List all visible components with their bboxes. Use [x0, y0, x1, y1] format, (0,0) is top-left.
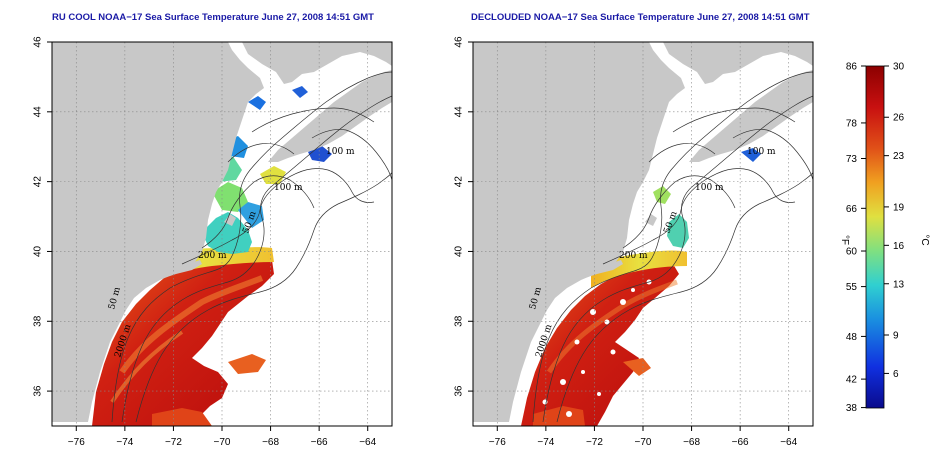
colorbar-c-tick-label-5: 13: [893, 279, 905, 290]
left-x-tick-label-2: −72: [165, 437, 182, 448]
colorbar-c-tick-label-1: 26: [893, 113, 905, 124]
left-panel-title: RU COOL NOAA−17 Sea Surface Temperature …: [52, 12, 374, 23]
left-y-tick-label-3: 42: [33, 176, 44, 188]
colorbar-f-tick-label-2: 73: [846, 154, 858, 165]
colorbar-fahrenheit-label: °F: [839, 235, 850, 245]
right-x-tick-label-3: −70: [635, 437, 652, 448]
right-y-tick-label-0: 36: [454, 385, 465, 397]
left-y-tick-label-1: 38: [33, 315, 44, 327]
colorbar-c-tick-label-6: 9: [893, 330, 899, 341]
colorbar-celsius-label: °C: [919, 234, 930, 245]
right-x-tick-label-4: −68: [683, 437, 700, 448]
right-y-tick-label-4: 44: [454, 106, 465, 118]
left-map-panel: 100 m 100 m 50 m 200 m 50 m 2000 m −76 −7…: [33, 36, 393, 448]
left-y-tick-label-2: 40: [33, 245, 44, 257]
colorbar-f-tick-label-1: 78: [846, 118, 858, 129]
right-declouded-holes: [542, 279, 652, 417]
left-y-tick-label-5: 46: [33, 36, 44, 48]
colorbar: 86 78 73 66 60 55 48 42 38 30 26 23 19 16 13 9 6 °F °C: [839, 62, 930, 415]
left-x-tick-label-6: −64: [359, 437, 376, 448]
left-sst-cool-region: [202, 212, 252, 254]
colorbar-c-tick-label-3: 19: [893, 202, 905, 213]
right-x-tick-label-2: −72: [586, 437, 603, 448]
right-y-tick-label-1: 38: [454, 315, 465, 327]
colorbar-gradient: [865, 65, 885, 409]
right-map-panel: 100 m 100 m 50 m 200 m 50 m 2000 m −76 −7…: [454, 36, 814, 448]
colorbar-f-tick-label-4: 60: [846, 247, 858, 258]
colorbar-f-tick-label-0: 86: [846, 62, 858, 73]
right-x-tick-label-1: −74: [537, 437, 554, 448]
left-sst-warm-region: [92, 256, 274, 426]
right-y-tick-label-3: 42: [454, 176, 465, 188]
colorbar-f-tick-label-3: 66: [846, 204, 858, 215]
colorbar-f-tick-label-6: 48: [846, 332, 858, 343]
right-panel-title: DECLOUDED NOAA−17 Sea Surface Temperatur…: [471, 12, 810, 23]
left-x-tick-label-0: −76: [68, 437, 85, 448]
colorbar-c-tick-label-4: 16: [893, 241, 905, 252]
colorbar-c-tick-label-0: 30: [893, 62, 905, 73]
left-x-tick-label-5: −66: [311, 437, 328, 448]
left-y-tick-label-4: 44: [33, 106, 44, 118]
right-y-tick-label-5: 46: [454, 36, 465, 48]
left-contour-label-2: 100 m: [274, 183, 303, 193]
colorbar-f-tick-label-8: 38: [846, 403, 858, 414]
colorbar-f-tick-label-5: 55: [846, 282, 858, 293]
left-x-tick-label-3: −70: [214, 437, 231, 448]
left-x-tick-label-4: −68: [262, 437, 279, 448]
colorbar-c-tick-label-7: 6: [893, 369, 899, 380]
right-sst-cool-region: [667, 214, 689, 248]
left-y-tick-label-0: 36: [33, 385, 44, 397]
right-y-tick-label-2: 40: [454, 245, 465, 257]
right-x-tick-label-5: −66: [732, 437, 749, 448]
right-contour-label-1: 100 m: [747, 147, 776, 157]
right-contour-label-4: 200 m: [619, 251, 648, 261]
left-contour-label-1: 100 m: [326, 147, 355, 157]
right-contour-label-2: 100 m: [695, 183, 724, 193]
right-x-tick-label-0: −76: [489, 437, 506, 448]
left-x-tick-label-1: −74: [116, 437, 133, 448]
left-contour-label-4: 200 m: [198, 251, 227, 261]
right-x-tick-label-6: −64: [780, 437, 797, 448]
colorbar-f-tick-label-7: 42: [846, 375, 858, 386]
colorbar-c-tick-label-2: 23: [893, 151, 905, 162]
